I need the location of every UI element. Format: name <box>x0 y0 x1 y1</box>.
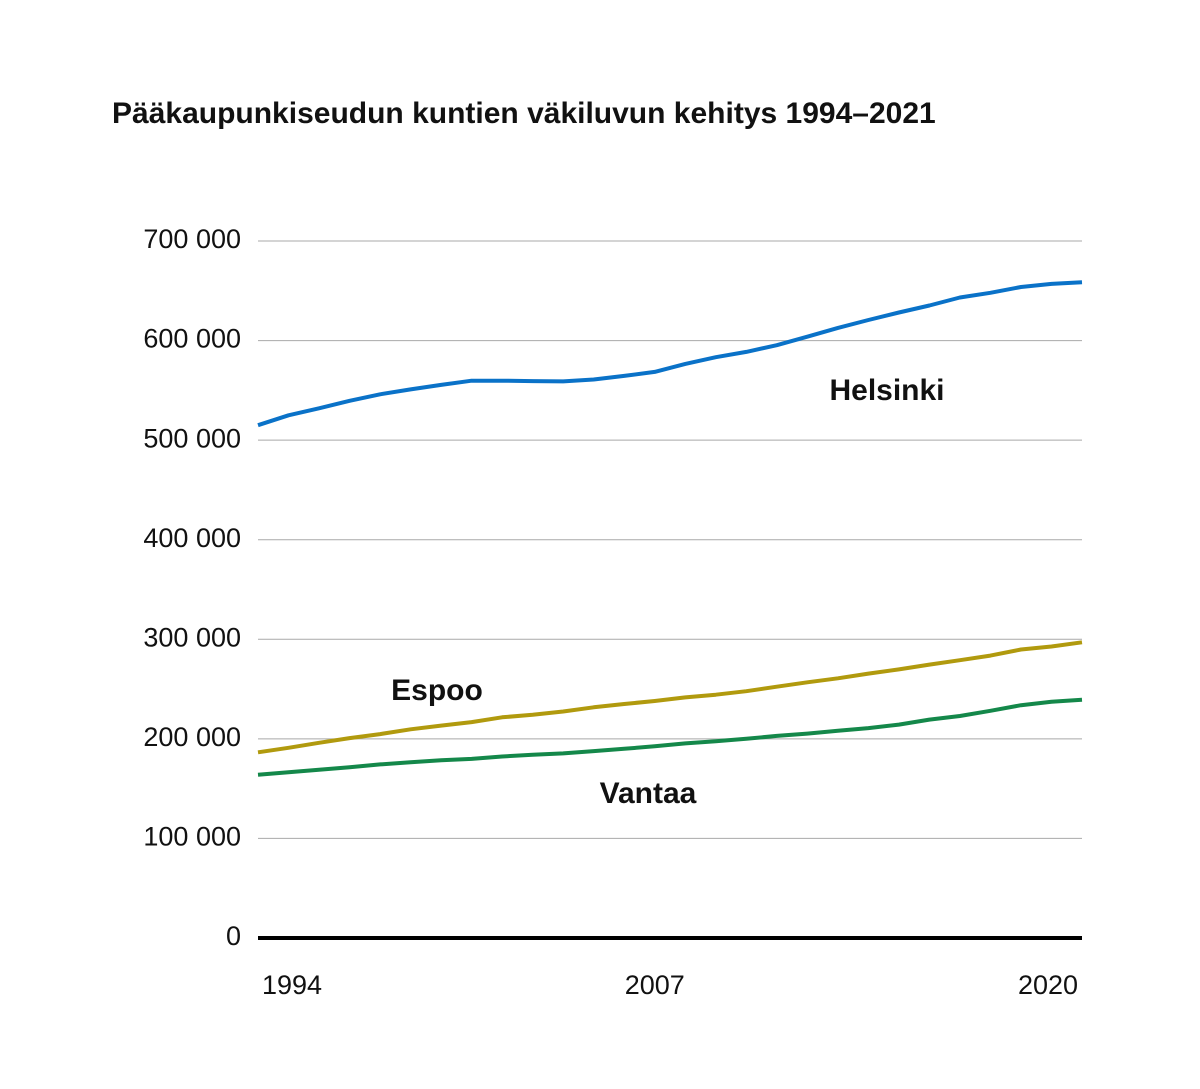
x-tick-label: 2007 <box>625 970 685 1000</box>
series-label: Helsinki <box>829 374 944 407</box>
series-label: Espoo <box>391 674 483 707</box>
x-tick-label: 2020 <box>1018 970 1078 1000</box>
chart-title: Pääkaupunkiseudun kuntien väkiluvun kehi… <box>112 97 936 130</box>
y-tick-label: 300 000 <box>143 622 241 652</box>
y-tick-label: 100 000 <box>143 822 241 852</box>
y-tick-label: 400 000 <box>143 523 241 553</box>
y-tick-label: 600 000 <box>143 324 241 354</box>
y-tick-label: 0 <box>226 921 241 951</box>
series-line <box>257 697 1083 777</box>
y-tick-label: 200 000 <box>143 722 241 752</box>
series-line <box>257 280 1083 428</box>
y-tick-label: 700 000 <box>143 224 241 254</box>
series-line <box>257 640 1083 755</box>
y-tick-label: 500 000 <box>143 423 241 453</box>
series-label: Vantaa <box>600 777 697 810</box>
x-tick-label: 1994 <box>262 970 322 1000</box>
